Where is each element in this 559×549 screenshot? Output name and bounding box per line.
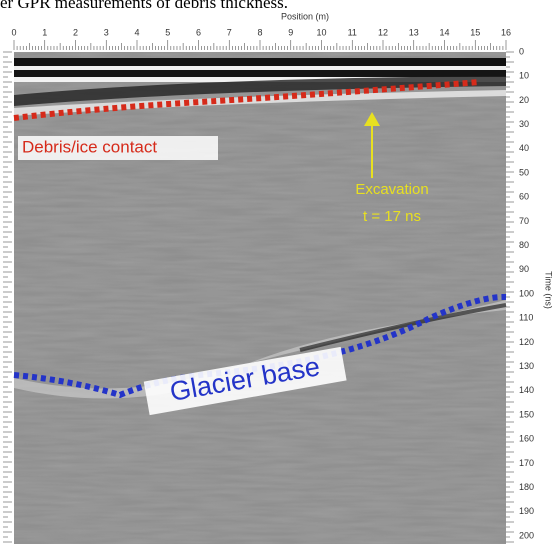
y-tick-label: 70: [519, 216, 529, 226]
y-tick-label: 170: [519, 458, 534, 468]
debris-line: [13, 79, 481, 121]
y-tick-label: 150: [519, 409, 534, 419]
debris-label: Debris/ice contact: [22, 137, 157, 156]
x-tick-label: 5: [165, 27, 170, 37]
x-tick-label: 10: [316, 27, 326, 37]
y-tick-label: 20: [519, 95, 529, 105]
y-axis-title: Time (ns): [544, 271, 554, 309]
x-axis-title: Position (m): [281, 11, 329, 21]
x-tick-label: 15: [470, 27, 480, 37]
y-tick-label: 10: [519, 71, 529, 81]
y-tick-label: 30: [519, 119, 529, 129]
x-tick-label: 2: [73, 27, 78, 37]
y-tick-label: 40: [519, 143, 529, 153]
caption: er GPR measurements of debris thickness.: [0, 0, 288, 12]
x-tick-label: 12: [378, 27, 388, 37]
excavation-label: Excavation: [355, 181, 428, 198]
y-tick-label: 90: [519, 264, 529, 274]
excavation-time: t = 17 ns: [363, 208, 421, 225]
x-tick-label: 3: [104, 27, 109, 37]
y-tick-label: 110: [519, 313, 533, 323]
y-tick-label: 140: [519, 385, 534, 395]
y-tick-label: 60: [519, 192, 529, 202]
x-tick-label: 0: [11, 27, 16, 37]
y-tick-label: 130: [519, 361, 534, 371]
y-tick-label: 120: [519, 337, 534, 347]
y-tick-label: 160: [519, 434, 534, 444]
x-tick-label: 4: [134, 27, 139, 37]
y-tick-label: 200: [519, 530, 534, 540]
y-tick-label: 80: [519, 240, 529, 250]
y-tick-label: 180: [519, 482, 534, 492]
x-tick-label: 1: [42, 27, 47, 37]
y-tick-label: 50: [519, 167, 529, 177]
y-tick-label: 190: [519, 506, 534, 516]
x-tick-label: 9: [288, 27, 293, 37]
x-tick-label: 14: [439, 27, 449, 37]
x-tick-label: 7: [227, 27, 232, 37]
x-tick-label: 6: [196, 27, 201, 37]
y-tick-label: 0: [519, 46, 524, 56]
x-tick-label: 13: [409, 27, 419, 37]
x-tick-label: 16: [501, 27, 511, 37]
x-tick-label: 11: [348, 27, 357, 37]
x-tick-label: 8: [257, 27, 262, 37]
radargram: [14, 52, 507, 544]
y-tick-label: 100: [519, 288, 534, 298]
